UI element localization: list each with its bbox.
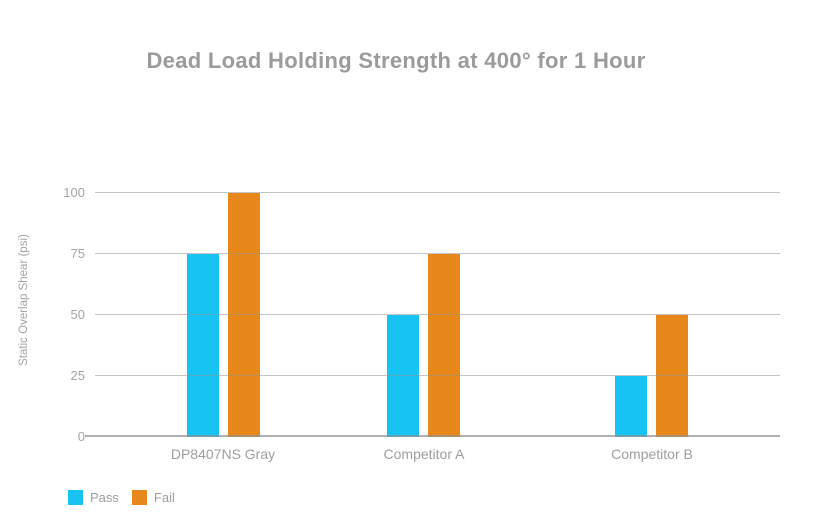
plot-area xyxy=(85,192,780,437)
gridline-50 xyxy=(95,314,780,315)
gridline-75 xyxy=(95,253,780,254)
chart-title: Dead Load Holding Strength at 400° for 1… xyxy=(146,48,646,73)
bar-pass-dp8407ns-gray xyxy=(187,254,219,437)
gridline-25 xyxy=(95,375,780,376)
x-category-label-competitor-b: Competitor B xyxy=(611,446,693,462)
legend-swatch-fail xyxy=(131,490,147,505)
bar-pass-competitor-a xyxy=(387,315,419,437)
gridline-0 xyxy=(85,435,780,437)
gridline-100 xyxy=(95,192,780,193)
y-tick-label-75: 75 xyxy=(70,246,85,261)
x-category-label-competitor-a: Competitor A xyxy=(383,446,465,462)
y-tick-label-50: 50 xyxy=(70,307,85,322)
legend-label-pass: Pass xyxy=(90,490,119,505)
x-category-label-dp8407ns-gray: DP8407NS Gray xyxy=(170,446,276,462)
bar-fail-dp8407ns-gray xyxy=(228,193,260,437)
legend-item-fail: Fail xyxy=(131,490,175,505)
bar-fail-competitor-b xyxy=(656,315,688,437)
y-tick-label-25: 25 xyxy=(70,368,85,383)
legend-item-pass: Pass xyxy=(68,490,119,505)
bar-fail-competitor-a xyxy=(428,254,460,437)
legend: Pass Fail xyxy=(68,490,175,505)
legend-label-fail: Fail xyxy=(153,490,175,505)
legend-swatch-pass xyxy=(68,490,83,505)
y-tick-label-100: 100 xyxy=(63,185,85,200)
bar-pass-competitor-b xyxy=(615,376,647,437)
y-tick-label-0: 0 xyxy=(77,429,85,444)
